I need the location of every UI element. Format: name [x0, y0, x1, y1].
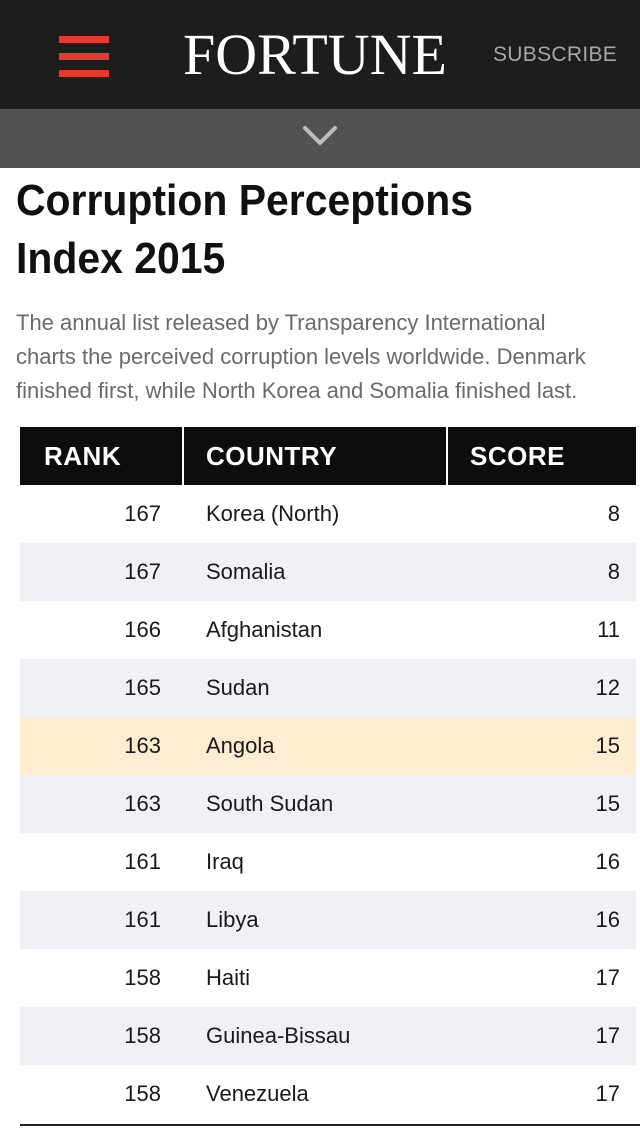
country-cell: South Sudan — [206, 791, 334, 816]
table-row: 158 Haiti 17 — [20, 949, 636, 1007]
top-nav-bar: FORTUNE SUBSCRIBE — [0, 0, 640, 109]
table-row: 167 Somalia 8 — [20, 543, 636, 601]
score-cell: 8 — [607, 501, 620, 526]
rank-cell: 167 — [124, 501, 161, 526]
rank-cell: 167 — [124, 559, 161, 584]
rank-cell: 161 — [124, 907, 161, 932]
country-column-header[interactable]: COUNTRY — [184, 427, 448, 485]
dek-line: The annual list released by Transparency… — [16, 310, 546, 335]
score-cell: 17 — [595, 1023, 620, 1048]
score-cell: 8 — [607, 559, 620, 584]
country-cell: Guinea-Bissau — [206, 1023, 351, 1048]
table-row: 163 South Sudan 15 — [20, 775, 636, 833]
table-bottom-rule — [20, 1124, 640, 1126]
table-row: 161 Libya 16 — [20, 891, 636, 949]
country-cell: Afghanistan — [206, 617, 323, 642]
table-row: 165 Sudan 12 — [20, 659, 636, 717]
dek-line: charts the perceived corruption levels w… — [16, 344, 586, 369]
rank-cell: 163 — [124, 791, 161, 816]
score-cell: 17 — [595, 1081, 620, 1106]
country-cell: Libya — [206, 907, 259, 932]
score-cell: 16 — [595, 849, 620, 874]
country-cell: Angola — [206, 733, 275, 758]
rank-cell: 161 — [124, 849, 161, 874]
table-row: 163 Angola 15 — [20, 717, 636, 775]
rank-cell: 158 — [124, 1081, 161, 1106]
score-cell: 12 — [595, 675, 620, 700]
score-cell: 15 — [595, 733, 620, 758]
country-cell: Sudan — [206, 675, 270, 700]
rank-cell: 158 — [124, 1023, 161, 1048]
country-cell: Somalia — [206, 559, 286, 584]
dek-line: finished first, while North Korea and So… — [16, 378, 578, 403]
score-cell: 15 — [595, 791, 620, 816]
country-cell: Iraq — [206, 849, 244, 874]
rank-column-header[interactable]: RANK — [20, 427, 184, 485]
table-row: 166 Afghanistan 11 — [20, 601, 636, 659]
subscribe-link[interactable]: SUBSCRIBE — [493, 43, 618, 66]
article-title: Corruption Perceptions Index 2015 — [16, 176, 473, 283]
score-cell: 16 — [595, 907, 620, 932]
table-row: 161 Iraq 16 — [20, 833, 636, 891]
table-row: 158 Venezuela 17 — [20, 1065, 636, 1123]
country-cell: Haiti — [206, 965, 251, 990]
table-body: 167 Korea (North) 8 167 Somalia 8 166 Afghanist… — [20, 485, 636, 1123]
chevron-down-icon[interactable] — [302, 125, 338, 147]
score-cell: 17 — [595, 965, 620, 990]
article-dek: The annual list released by Transparency… — [16, 306, 640, 408]
ranking-table: RANK COUNTRY SCORE 167 Korea (North) 8 167 S… — [20, 427, 636, 1123]
rank-cell: 166 — [124, 617, 161, 642]
table-header: RANK COUNTRY SCORE — [20, 427, 636, 485]
table-row: 167 Korea (North) 8 — [20, 485, 636, 543]
expand-bar[interactable] — [0, 109, 640, 168]
rank-cell: 163 — [124, 733, 161, 758]
country-cell: Venezuela — [206, 1081, 309, 1106]
rank-cell: 158 — [124, 965, 161, 990]
hamburger-icon[interactable] — [59, 36, 109, 78]
fortune-logo[interactable]: FORTUNE — [183, 22, 447, 87]
score-cell: 11 — [597, 617, 620, 642]
table-row: 158 Guinea-Bissau 17 — [20, 1007, 636, 1065]
country-cell: Korea (North) — [206, 501, 340, 526]
rank-cell: 165 — [124, 675, 161, 700]
score-column-header[interactable]: SCORE — [470, 441, 565, 471]
